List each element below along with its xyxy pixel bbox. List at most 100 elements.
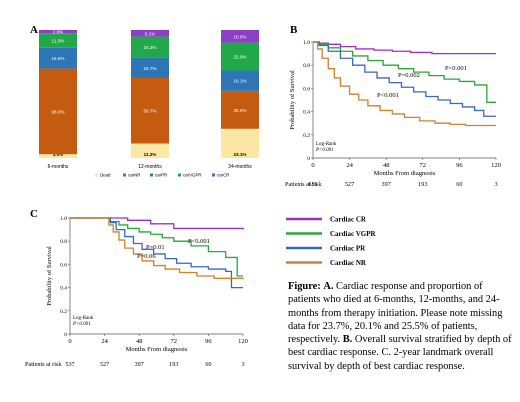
y-axis-label: Probability of Survival: [46, 246, 53, 306]
survival-curve: [313, 41, 496, 103]
caption-b-label: B.: [342, 334, 353, 346]
p-value-annotation: P=0.06: [137, 253, 156, 260]
bar-segment: [131, 36, 169, 58]
y-tick-label: 0: [64, 332, 67, 338]
survival-curve: [313, 41, 496, 55]
panel-c-label: C: [30, 208, 38, 220]
bar-data-label: 11.5%: [52, 39, 65, 44]
bar-data-label: 5.1%: [145, 31, 155, 36]
x-tick-label: 24: [346, 162, 353, 169]
legend-label: carPR: [155, 173, 167, 178]
panel-a: A 3.0% 68.0% 16.5% 11.5% 2.6% 6-months 11.2% 50…: [30, 24, 259, 178]
category-tick-label: 12-months: [138, 164, 162, 170]
at-risk-count: 3: [241, 361, 244, 368]
at-risk-count: 193: [169, 361, 178, 368]
bar-data-label: 10.0%: [233, 34, 246, 39]
legend-label: carCR: [217, 173, 229, 178]
y-tick-label: 1.0: [60, 216, 67, 222]
bar-segment: [39, 33, 77, 48]
survival-curve: [313, 41, 496, 127]
panel-b: B 0 0.2 0.4 0.6 0.8 1.0 0 24 48 72 96 120 Months Fro…: [285, 24, 501, 188]
x-axis-label: Months From diagnosis: [374, 170, 436, 177]
y-tick-label: 0.6: [303, 86, 310, 92]
at-risk-count: 193: [418, 181, 427, 188]
survival-curve: [70, 217, 244, 230]
p-value-annotation: P<0.001: [377, 92, 399, 99]
x-tick-label: 120: [238, 338, 248, 345]
y-tick-label: 0.2: [303, 133, 310, 139]
p-value-annotation: P<0.001: [445, 65, 467, 72]
bar-data-label: 16.5%: [51, 56, 64, 61]
x-axis-label: Months From diagnosis: [126, 346, 188, 353]
legend-swatch: [212, 173, 215, 177]
bar-data-label: 16.1%: [233, 79, 246, 84]
bar-segment: [39, 154, 77, 158]
survival-plot-c: 0 0.2 0.4 0.6 0.8 1.0 0 24 48 72 96 120 Months From …: [25, 216, 248, 368]
p-value-annotation: P<0.001: [188, 238, 210, 245]
caption-a-text: Cardiac response and proportion of patie…: [288, 281, 503, 346]
x-tick-label: 120: [491, 162, 501, 169]
y-tick-label: 0.4: [303, 110, 310, 116]
y-tick-label: 0.8: [303, 63, 310, 69]
legend-label: carNR: [128, 173, 140, 178]
y-tick-label: 0.8: [60, 239, 67, 245]
at-risk-count: 3: [494, 181, 497, 188]
curve-legend: Cardiac CR Cardiac VGPR Cardiac PR Cardiac …: [286, 216, 377, 267]
p-value-annotation: P=0.01: [146, 244, 165, 251]
legend-label: Cardiac NR: [330, 259, 367, 267]
x-tick-label: 48: [136, 338, 143, 345]
figure-caption: Figure: A. Cardiac response and proporti…: [288, 280, 516, 373]
y-tick-label: 0.4: [60, 286, 67, 292]
at-risk-count: 397: [382, 181, 391, 188]
x-tick-label: 72: [420, 162, 427, 169]
bar-data-label: 68.0%: [51, 109, 64, 114]
y-tick-label: 0.6: [60, 262, 67, 268]
x-tick-label: 72: [171, 338, 178, 345]
legend-swatch: [95, 173, 98, 177]
bar-segment: [131, 143, 169, 158]
at-risk-count: 537: [65, 361, 74, 368]
bar-data-label: 22.0%: [233, 55, 246, 60]
bar-segment: [131, 30, 169, 37]
bar-data-label: 16.3%: [143, 45, 156, 50]
bar-segment: [221, 90, 259, 129]
bar-segment: [39, 47, 77, 69]
category-tick-label: 24-months: [228, 164, 252, 170]
legend-swatch: [150, 173, 153, 177]
logrank-p-value: P<0.001: [72, 322, 91, 327]
bar-segment: [221, 42, 259, 71]
logrank-label: Log-Rank: [73, 316, 94, 321]
caption-b-text: Overall survival stratified by depth of …: [288, 334, 512, 372]
survival-plot-b: 0 0.2 0.4 0.6 0.8 1.0 0 24 48 72 96 120 Months From …: [285, 40, 501, 188]
legend-label: Cardiac PR: [330, 245, 366, 253]
x-tick-label: 0: [68, 338, 71, 345]
bar-data-label: 23.1%: [233, 152, 246, 157]
bar-segment: [39, 30, 77, 34]
bar-data-label: 15.7%: [143, 66, 156, 71]
x-tick-label: 96: [205, 338, 212, 345]
p-value-annotation: P=0.002: [398, 72, 420, 79]
bar-segment: [221, 128, 259, 158]
survival-curve: [313, 41, 496, 117]
panel-a-label: A: [30, 24, 38, 36]
bar-data-label: 3.0%: [53, 152, 63, 157]
bar-data-label: 50.7%: [143, 109, 156, 114]
bar-segment: [221, 30, 259, 43]
bar-segment: [221, 70, 259, 91]
stacked-bar-chart: 3.0% 68.0% 16.5% 11.5% 2.6% 6-months 11.2% 50.7…: [39, 30, 259, 170]
patients-at-risk-label: Patients at risk: [25, 361, 62, 368]
at-risk-count: 397: [135, 361, 144, 368]
patients-at-risk-label: Patients at risk: [285, 181, 322, 188]
category-tick-label: 6-months: [48, 164, 69, 170]
logrank-p-value: P<0.001: [315, 148, 334, 153]
legend-swatch: [178, 173, 181, 177]
at-risk-count: 527: [345, 181, 354, 188]
bar-segment: [39, 68, 77, 155]
legend-label: Cardiac CR: [330, 216, 367, 224]
y-tick-label: 0: [307, 156, 310, 162]
legend-swatch: [123, 173, 126, 177]
x-tick-label: 0: [311, 162, 314, 169]
at-risk-count: 651: [308, 181, 317, 188]
x-tick-label: 96: [456, 162, 463, 169]
at-risk-count: 60: [456, 181, 462, 188]
